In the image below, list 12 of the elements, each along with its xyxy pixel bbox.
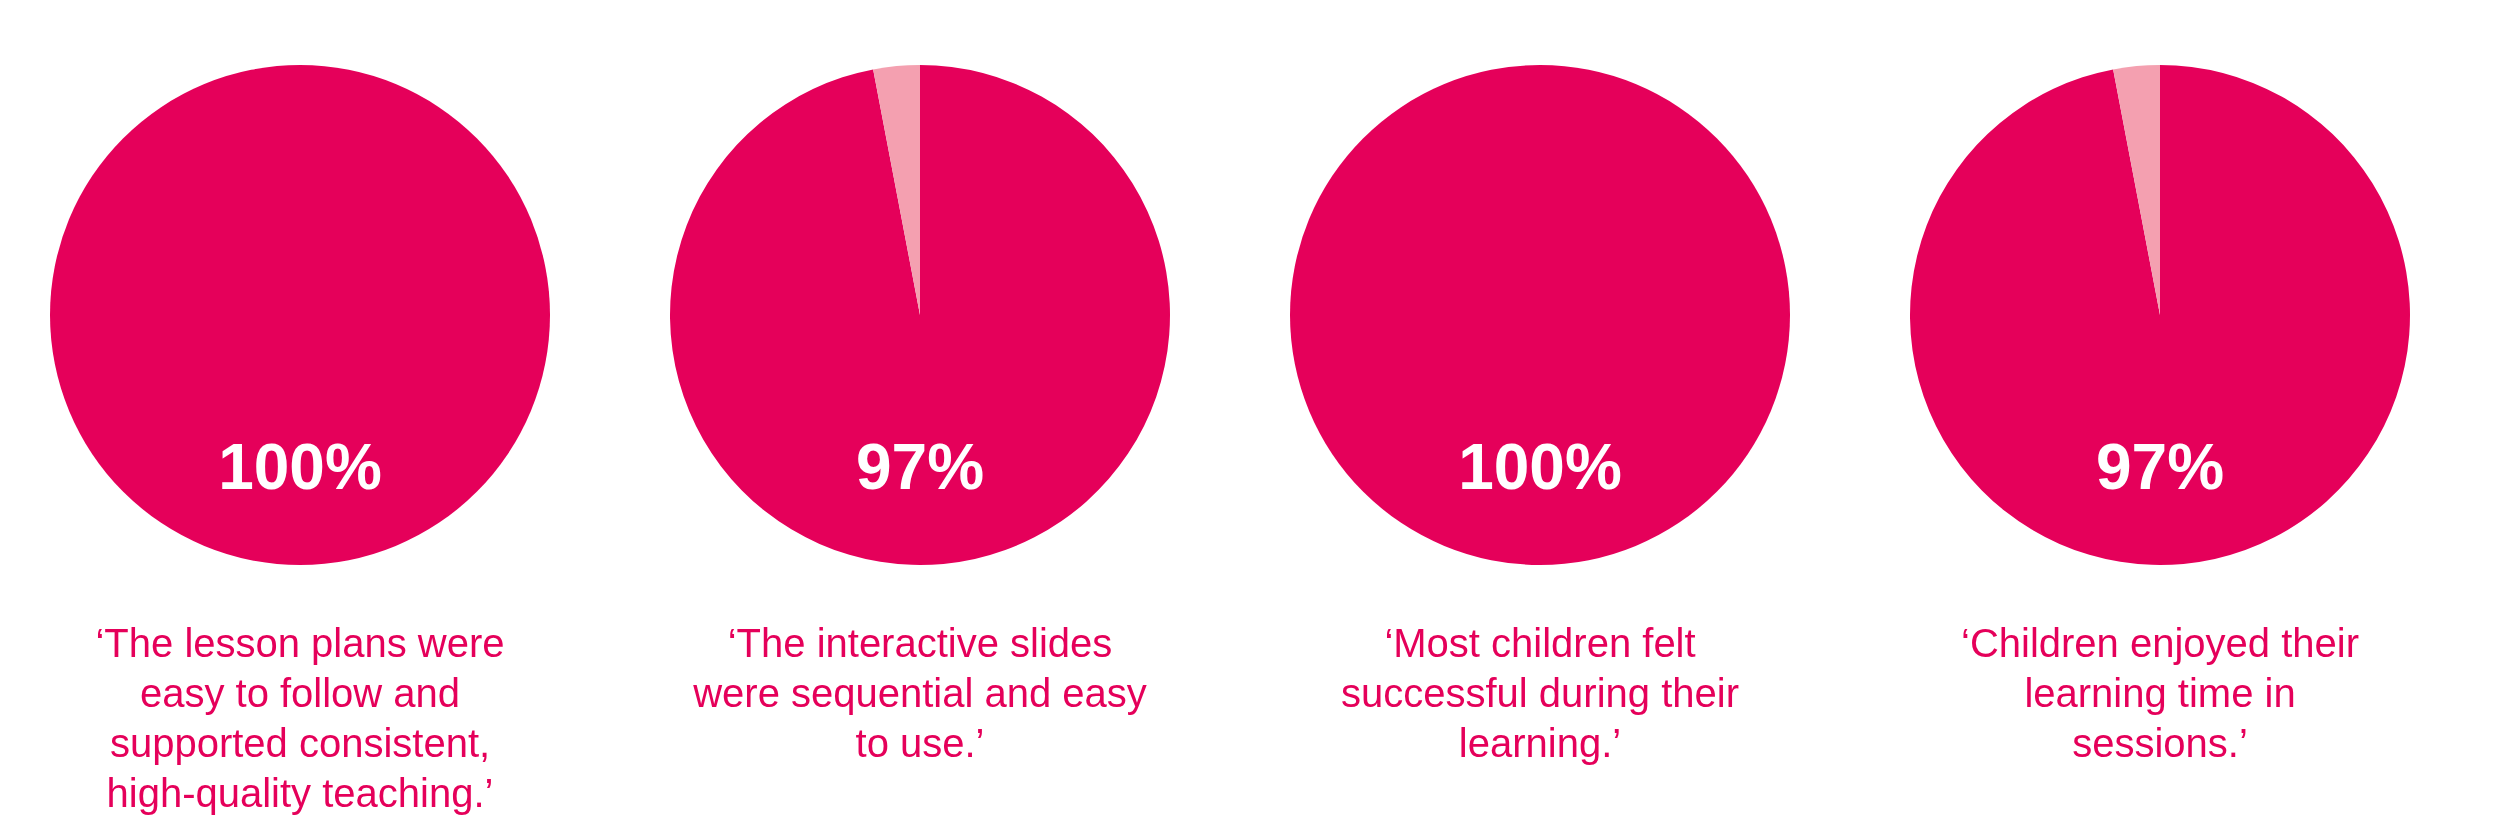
data-label: 97% [2095,431,2225,503]
text: ‘Children enjoyed their learning time in sessions.’ [1960,621,2360,765]
text: ‘The lesson plans were easy to follow and supported consistent, high-quality teaching.’ [95,621,505,815]
text: ‘The interactive slides were sequential and easy to use.’ [692,621,1147,765]
text: ‘Most children felt successful during their learning.’ [1341,621,1739,765]
data-label: 100% [218,431,382,503]
pie-slice [1910,65,2410,565]
data-label: 100% [1458,431,1622,503]
pie-slice [2113,65,2160,315]
data-label: 97% [855,431,985,503]
pie-slice [873,65,920,315]
pie-slice [670,65,1170,565]
